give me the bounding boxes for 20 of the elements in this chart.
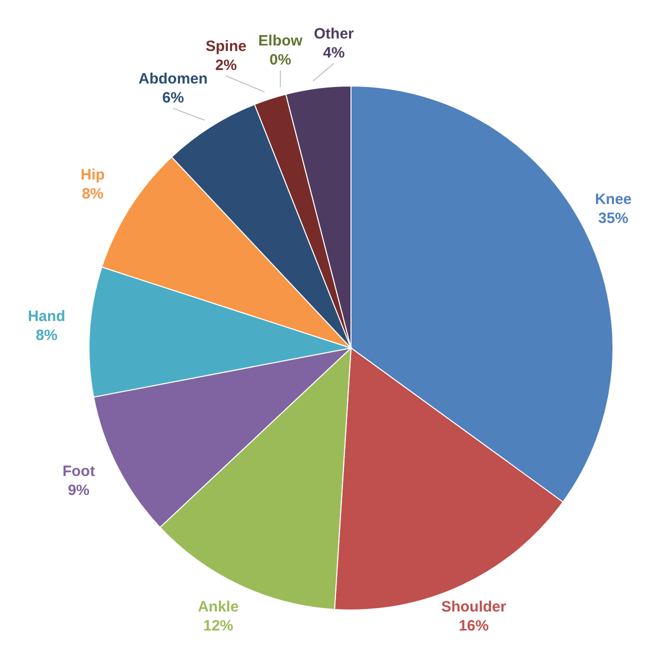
slice-label: Other (314, 25, 354, 42)
slice-label: Knee (594, 190, 632, 208)
text: 0% (270, 52, 292, 69)
data-label: 35% (598, 210, 628, 227)
data-label: 9% (68, 482, 90, 500)
data-label: 8% (82, 185, 104, 202)
slice-label: Hip (80, 166, 105, 184)
category-label: Elbow (258, 32, 302, 50)
data-label: 6% (162, 89, 184, 106)
data-label: 16% (458, 617, 489, 634)
data-label: 4% (323, 44, 345, 62)
data-label: 12% (203, 617, 234, 634)
data-label: 2% (215, 56, 237, 74)
slice-label: Ankle (198, 598, 239, 616)
slice-label: Foot (62, 463, 95, 480)
slice-label: Hand (28, 308, 66, 326)
data-label: 8% (36, 327, 58, 344)
slice-label: Shoulder (441, 598, 506, 616)
slice-label: Abdomen (138, 70, 208, 88)
slice-label: Spine (206, 38, 246, 55)
